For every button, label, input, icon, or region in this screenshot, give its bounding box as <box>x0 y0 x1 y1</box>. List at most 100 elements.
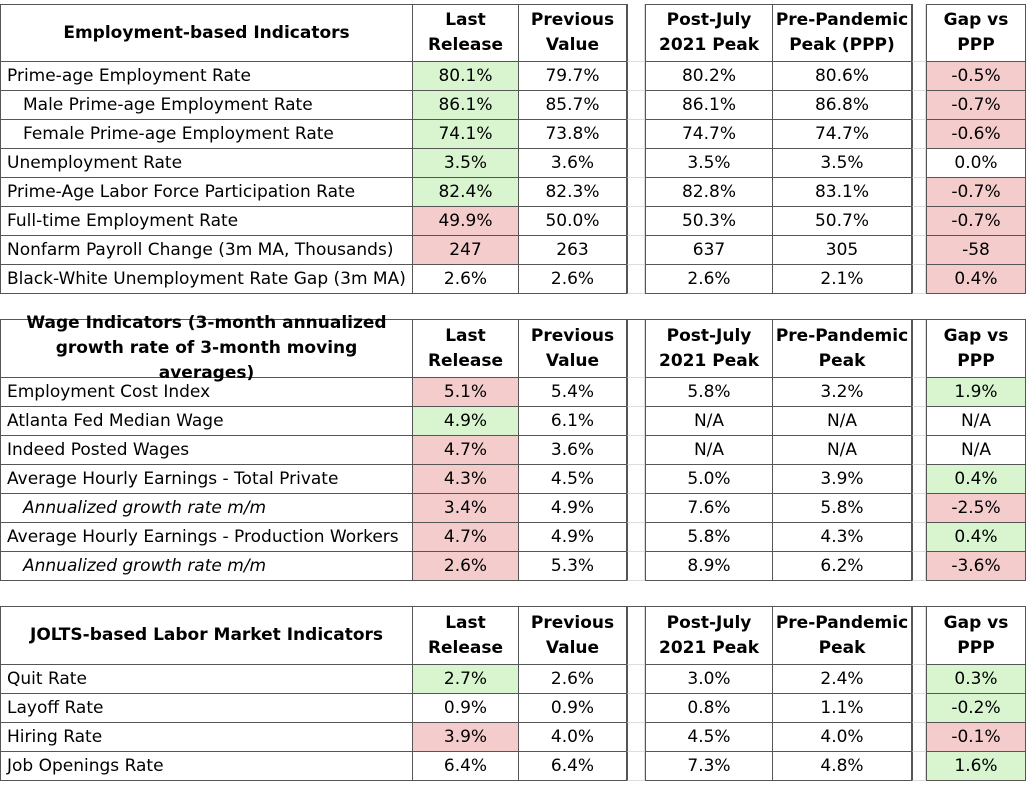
value-text: 74.1% <box>438 124 493 144</box>
value-text: 4.7% <box>443 440 488 460</box>
value-text: 2.7% <box>443 669 488 689</box>
value-cell: 4.8% <box>773 752 912 781</box>
value-cell: 86.1% <box>645 91 773 120</box>
value-cell: -2.5% <box>926 494 1026 523</box>
value-text: 4.0% <box>550 727 595 747</box>
gap-column <box>912 607 926 665</box>
value-text: 2.1% <box>820 269 864 289</box>
gap-column <box>912 723 926 752</box>
header-line: Peak <box>818 637 866 658</box>
value-cell: N/A <box>645 407 773 436</box>
value-cell: 4.9% <box>519 523 627 552</box>
value-text: 86.1% <box>438 95 493 115</box>
value-cell: 5.8% <box>645 523 773 552</box>
value-text: -58 <box>962 240 990 260</box>
value-cell: 80.6% <box>773 62 912 91</box>
value-text: 0.0% <box>954 153 998 173</box>
gap-column <box>627 494 645 523</box>
value-cell: 4.3% <box>773 523 912 552</box>
gap-column <box>912 120 926 149</box>
gap-column <box>912 4 926 62</box>
value-text: 4.3% <box>443 469 488 489</box>
value-cell: 0.4% <box>926 465 1026 494</box>
gap-column <box>627 607 645 665</box>
value-cell: 3.6% <box>519 436 627 465</box>
gap-column <box>627 407 645 436</box>
header-line: Release <box>427 35 504 55</box>
column-header: Last Release <box>413 320 519 378</box>
value-cell: 4.5% <box>645 723 773 752</box>
label-text: Prime-age Employment Rate <box>7 66 252 86</box>
row-label: Prime-Age Labor Force Participation Rate <box>0 178 413 207</box>
value-cell: 85.7% <box>519 91 627 120</box>
column-header: Post-July 2021 Peak <box>645 607 773 665</box>
label-text: Annualized growth rate m/m <box>23 498 267 518</box>
label-text: Unemployment Rate <box>7 153 183 173</box>
value-text: 82.3% <box>545 182 600 202</box>
row-label: Full-time Employment Rate <box>0 207 413 236</box>
header-line: Release <box>427 637 504 658</box>
value-text: 3.9% <box>443 727 488 747</box>
gap-column <box>627 694 645 723</box>
value-text: 4.9% <box>550 498 595 518</box>
row-label: Layoff Rate <box>0 694 413 723</box>
value-cell: 4.9% <box>519 494 627 523</box>
header-line: Last <box>445 10 486 30</box>
gap-column <box>912 62 926 91</box>
value-text: -3.6% <box>951 556 1001 576</box>
header-line: Last <box>445 325 486 346</box>
value-text: 3.6% <box>550 153 595 173</box>
value-cell: 3.5% <box>413 149 519 178</box>
header-line: PPP <box>957 637 995 658</box>
value-cell: -0.5% <box>926 62 1026 91</box>
row-label: Unemployment Rate <box>0 149 413 178</box>
column-header: Pre-Pandemic Peak <box>773 607 912 665</box>
table-title: Employment-based Indicators <box>0 4 413 62</box>
value-cell: 50.3% <box>645 207 773 236</box>
row-label: Job Openings Rate <box>0 752 413 781</box>
row-label: Indeed Posted Wages <box>0 436 413 465</box>
value-text: 4.9% <box>443 411 488 431</box>
value-text: 73.8% <box>545 124 600 144</box>
value-text: 4.0% <box>820 727 864 747</box>
value-cell: 73.8% <box>519 120 627 149</box>
value-cell: -0.1% <box>926 723 1026 752</box>
value-text: 6.4% <box>550 756 595 776</box>
blank-row <box>0 581 1026 607</box>
gap-column <box>627 378 645 407</box>
value-text: N/A <box>960 440 992 460</box>
label-text: Quit Rate <box>7 669 87 689</box>
value-text: 5.8% <box>687 527 731 547</box>
header-line: PPP <box>957 35 995 55</box>
value-text: 305 <box>825 240 859 260</box>
row-label: Male Prime-age Employment Rate <box>0 91 413 120</box>
row-label: Annualized growth rate m/m <box>0 494 413 523</box>
header-line: Peak (PPP) <box>789 35 895 55</box>
value-cell: 2.6% <box>519 665 627 694</box>
value-text: 50.0% <box>545 211 600 231</box>
gap-column <box>627 178 645 207</box>
value-cell: 0.3% <box>926 665 1026 694</box>
gap-column <box>627 4 645 62</box>
value-cell: 82.3% <box>519 178 627 207</box>
header-line: Post-July <box>666 612 752 633</box>
row-label: Female Prime-age Employment Rate <box>0 120 413 149</box>
header-line: Pre-Pandemic <box>775 10 909 30</box>
value-cell: 5.4% <box>519 378 627 407</box>
row-label: Atlanta Fed Median Wage <box>0 407 413 436</box>
table-title: JOLTS-based Labor Market Indicators <box>0 607 413 665</box>
value-cell: 6.1% <box>519 407 627 436</box>
value-text: 4.9% <box>550 527 595 547</box>
gap-column <box>627 91 645 120</box>
gap-column <box>627 236 645 265</box>
value-text: -0.7% <box>951 182 1001 202</box>
gap-column <box>912 207 926 236</box>
value-cell: N/A <box>773 436 912 465</box>
value-text: 1.9% <box>954 382 998 402</box>
value-text: N/A <box>826 411 858 431</box>
value-cell: -0.7% <box>926 91 1026 120</box>
value-cell: 1.9% <box>926 378 1026 407</box>
gap-column <box>912 320 926 378</box>
value-cell: 86.8% <box>773 91 912 120</box>
value-text: 2.6% <box>687 269 731 289</box>
